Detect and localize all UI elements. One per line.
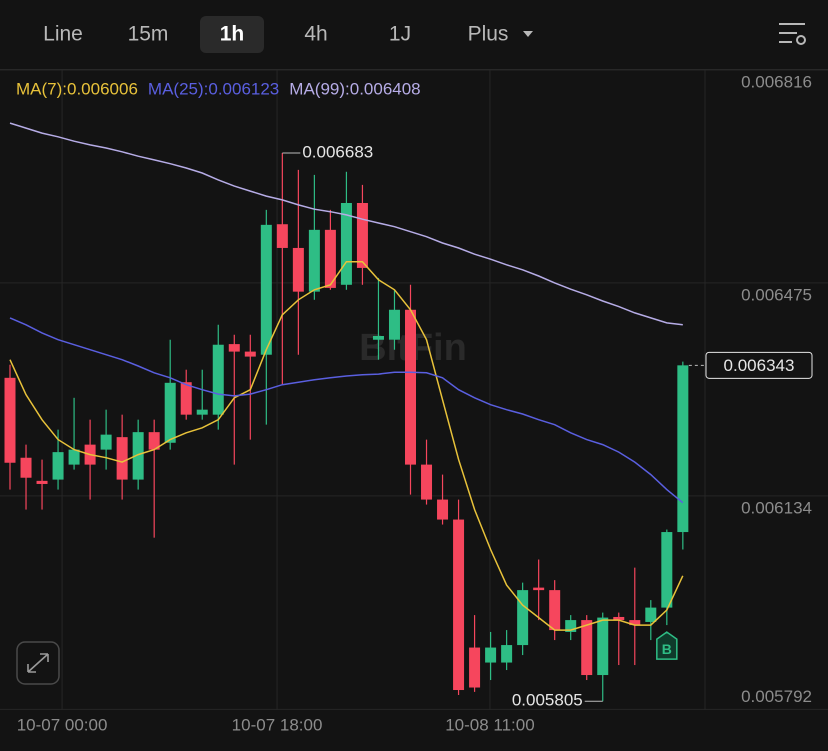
chart: BitFin0.0068160.0064750.0061340.00579210…	[0, 69, 828, 734]
tab[interactable]: Line	[43, 23, 83, 46]
price-box	[705, 351, 813, 379]
candle-body	[308, 229, 320, 292]
candle-body	[421, 464, 433, 500]
candle-body	[372, 335, 384, 340]
candle-body	[485, 647, 497, 663]
legend-entry: MA(25):0.006123	[148, 79, 279, 98]
high-label: 0.006683	[302, 143, 373, 162]
ma-line	[9, 317, 684, 504]
candle-body	[20, 457, 32, 478]
buy-marker-shape	[656, 631, 678, 660]
candle-body	[292, 247, 304, 292]
tab[interactable]: 15m	[128, 23, 169, 46]
candle-body	[260, 224, 272, 355]
candle-body	[244, 351, 256, 357]
candle-body	[116, 437, 128, 480]
candle-body	[533, 587, 545, 591]
candle-body	[388, 309, 400, 340]
candle-body	[148, 432, 160, 450]
toolbar: Line 15m 1h 4h 1J Plus	[43, 16, 533, 53]
expand-button[interactable]	[16, 641, 60, 685]
candle-body	[68, 449, 80, 465]
candle-body	[276, 224, 288, 248]
tab[interactable]: 1J	[389, 23, 411, 46]
candle-body	[212, 344, 224, 415]
y-tick-label: 0.006816	[741, 72, 812, 91]
ma-line	[9, 122, 683, 326]
candle-body	[613, 616, 625, 621]
x-tick-label: 10-07 00:00	[17, 715, 108, 734]
y-tick-label: 0.006134	[741, 498, 812, 517]
candle-body	[661, 532, 673, 608]
low-label: 0.005805	[512, 691, 583, 710]
tab[interactable]: 1h	[220, 23, 245, 46]
ma-line	[9, 260, 684, 631]
candle-body	[405, 309, 416, 465]
candle-body	[437, 499, 449, 520]
candle-body	[549, 590, 561, 631]
buy-marker: B	[662, 641, 672, 657]
tab[interactable]: Plus	[468, 23, 509, 46]
candle-body	[164, 382, 176, 443]
candle-body	[581, 620, 593, 676]
candle-body	[629, 620, 641, 626]
candle-body	[180, 382, 192, 415]
candle-body	[645, 607, 657, 622]
candle-body	[196, 409, 208, 415]
tab[interactable]: 4h	[304, 23, 327, 46]
candle-body	[52, 452, 64, 480]
candle-body	[340, 202, 352, 285]
candle-body	[469, 647, 481, 688]
dropdown-caret	[523, 31, 533, 37]
candle-body	[501, 645, 513, 663]
settings-icon[interactable]	[779, 23, 806, 45]
legend-entry: MA(99):0.006408	[289, 79, 420, 98]
candle-body	[517, 590, 529, 646]
candle-body	[4, 377, 16, 463]
candle-body	[36, 480, 48, 484]
y-tick-label: 0.005792	[741, 687, 812, 706]
x-tick-label: 10-07 18:00	[232, 715, 323, 734]
candle-body	[356, 202, 368, 268]
legend-entry: MA(7):0.006006	[16, 79, 138, 98]
candle-body	[565, 620, 577, 632]
candle-body	[228, 344, 240, 352]
tab-highlight	[200, 16, 264, 53]
current-price: 0.006343	[724, 356, 795, 375]
candle-body	[324, 229, 336, 288]
candle-body	[597, 617, 609, 676]
candle-body	[677, 365, 689, 533]
x-tick-label: 10-08 11:00	[445, 715, 534, 734]
candle-body	[132, 432, 144, 480]
candle-body	[100, 434, 112, 450]
y-tick-label: 0.006475	[741, 285, 812, 304]
candle-body	[453, 519, 465, 691]
